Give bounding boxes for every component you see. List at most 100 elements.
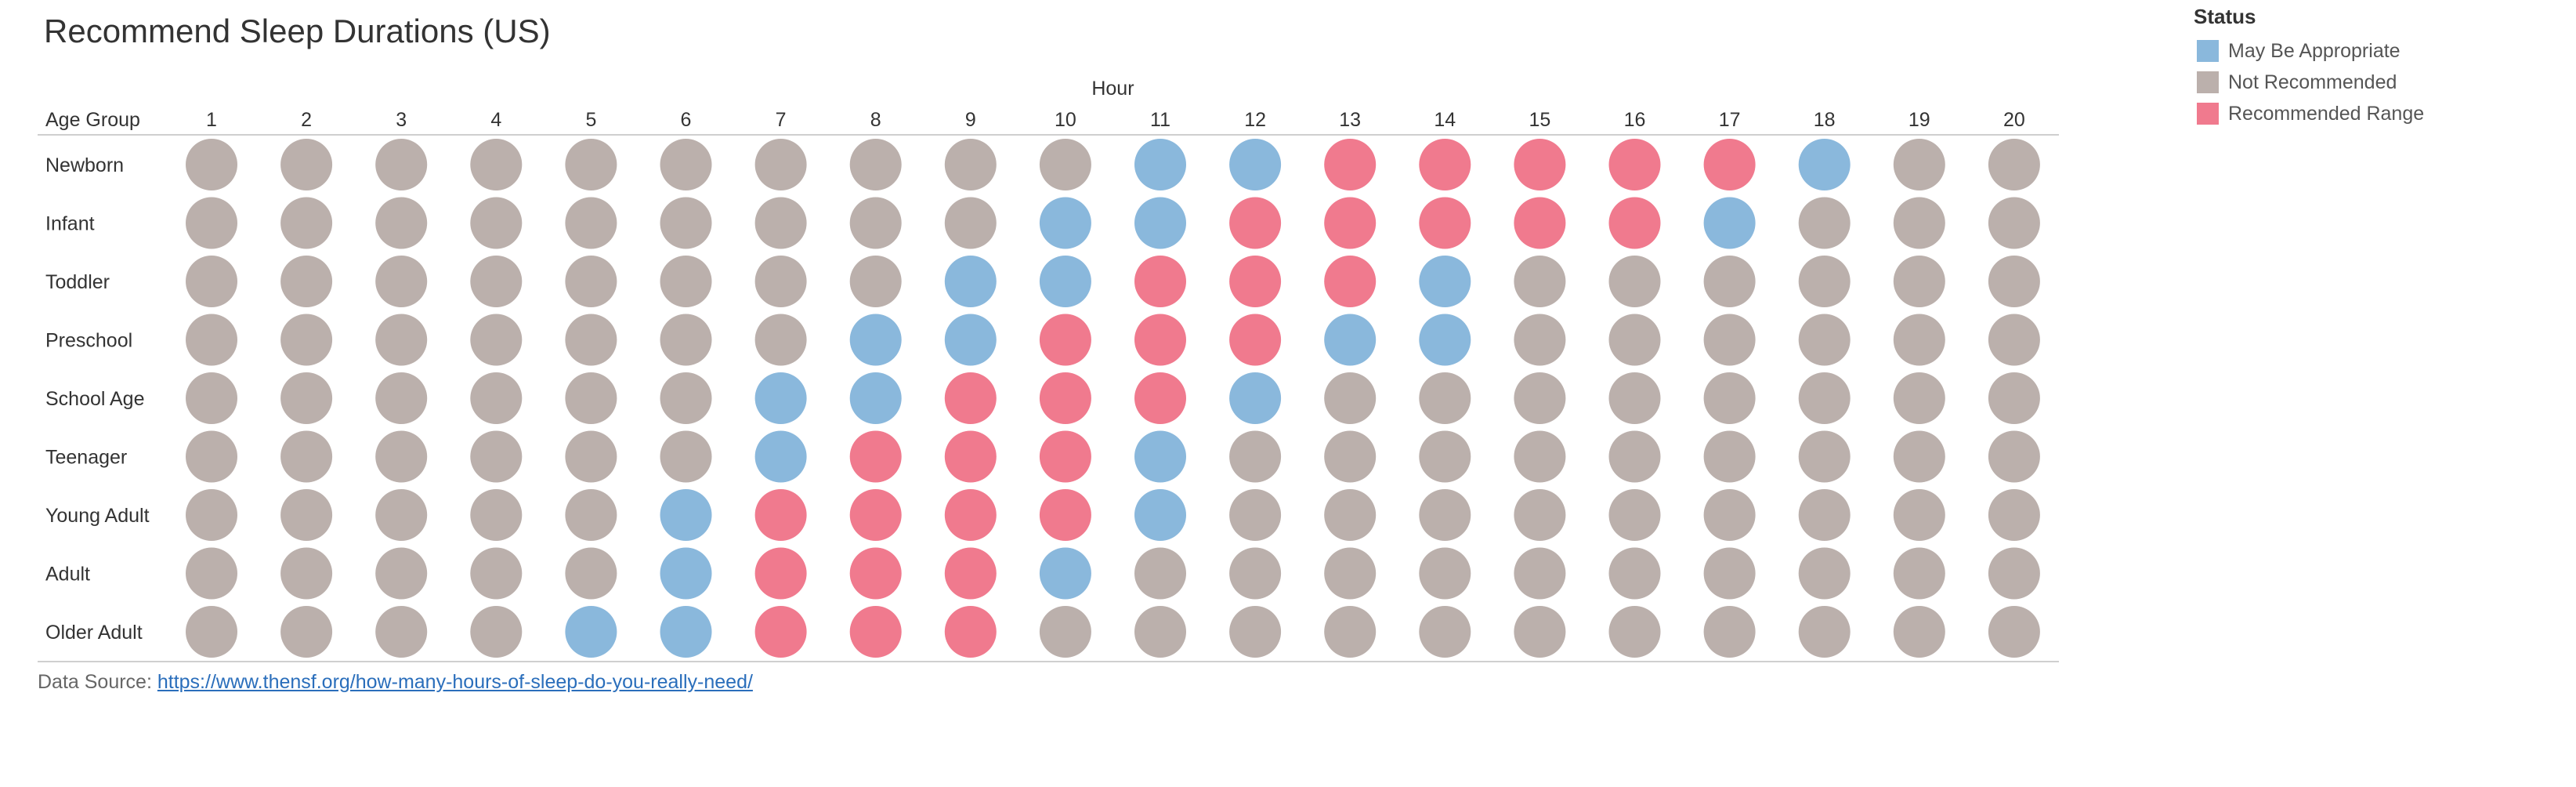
sleep-dot[interactable]: [375, 197, 428, 249]
sleep-dot[interactable]: [280, 139, 333, 190]
sleep-dot[interactable]: [1988, 197, 2040, 249]
sleep-dot[interactable]: [1893, 139, 1945, 190]
sleep-dot[interactable]: [375, 139, 428, 190]
data-source-link[interactable]: https://www.thensf.org/how-many-hours-of…: [157, 671, 753, 693]
sleep-dot[interactable]: [944, 489, 997, 541]
sleep-dot[interactable]: [849, 197, 902, 249]
sleep-dot[interactable]: [1229, 547, 1282, 600]
sleep-dot[interactable]: [1324, 197, 1377, 249]
sleep-dot[interactable]: [1988, 489, 2040, 541]
sleep-dot[interactable]: [1514, 197, 1566, 249]
sleep-dot[interactable]: [1419, 606, 1471, 658]
sleep-dot[interactable]: [1703, 430, 1756, 483]
sleep-dot[interactable]: [1419, 314, 1471, 366]
sleep-dot[interactable]: [1608, 197, 1661, 249]
legend-item-recommended-range[interactable]: Recommended Range: [2194, 98, 2424, 129]
sleep-dot[interactable]: [470, 314, 523, 366]
sleep-dot[interactable]: [375, 256, 428, 307]
sleep-dot[interactable]: [1703, 606, 1756, 658]
sleep-dot[interactable]: [280, 430, 333, 483]
sleep-dot[interactable]: [186, 489, 237, 541]
sleep-dot[interactable]: [565, 314, 617, 366]
sleep-dot[interactable]: [944, 139, 997, 190]
sleep-dot[interactable]: [1229, 372, 1282, 424]
sleep-dot[interactable]: [1988, 314, 2040, 366]
sleep-dot[interactable]: [1324, 314, 1377, 366]
sleep-dot[interactable]: [1514, 139, 1566, 190]
sleep-dot[interactable]: [1229, 197, 1282, 249]
sleep-dot[interactable]: [1608, 430, 1661, 483]
sleep-dot[interactable]: [1419, 256, 1471, 307]
sleep-dot[interactable]: [849, 489, 902, 541]
sleep-dot[interactable]: [1419, 489, 1471, 541]
sleep-dot[interactable]: [1893, 372, 1945, 424]
sleep-dot[interactable]: [470, 606, 523, 658]
sleep-dot[interactable]: [1134, 256, 1186, 307]
sleep-dot[interactable]: [1419, 547, 1471, 600]
sleep-dot[interactable]: [1324, 547, 1377, 600]
sleep-dot[interactable]: [1608, 489, 1661, 541]
sleep-dot[interactable]: [1798, 547, 1851, 600]
sleep-dot[interactable]: [1988, 372, 2040, 424]
sleep-dot[interactable]: [470, 489, 523, 541]
sleep-dot[interactable]: [470, 139, 523, 190]
sleep-dot[interactable]: [375, 606, 428, 658]
sleep-dot[interactable]: [1798, 430, 1851, 483]
sleep-dot[interactable]: [1514, 489, 1566, 541]
sleep-dot[interactable]: [470, 197, 523, 249]
sleep-dot[interactable]: [1703, 314, 1756, 366]
sleep-dot[interactable]: [944, 372, 997, 424]
sleep-dot[interactable]: [186, 372, 237, 424]
sleep-dot[interactable]: [565, 547, 617, 600]
sleep-dot[interactable]: [1988, 256, 2040, 307]
sleep-dot[interactable]: [660, 606, 712, 658]
sleep-dot[interactable]: [1324, 256, 1377, 307]
sleep-dot[interactable]: [1988, 139, 2040, 190]
sleep-dot[interactable]: [1988, 430, 2040, 483]
sleep-dot[interactable]: [1419, 139, 1471, 190]
sleep-dot[interactable]: [1324, 372, 1377, 424]
sleep-dot[interactable]: [1039, 139, 1091, 190]
sleep-dot[interactable]: [1039, 430, 1091, 483]
sleep-dot[interactable]: [1608, 606, 1661, 658]
sleep-dot[interactable]: [565, 372, 617, 424]
sleep-dot[interactable]: [1798, 197, 1851, 249]
sleep-dot[interactable]: [280, 197, 333, 249]
sleep-dot[interactable]: [1039, 256, 1091, 307]
sleep-dot[interactable]: [944, 430, 997, 483]
sleep-dot[interactable]: [1324, 430, 1377, 483]
sleep-dot[interactable]: [186, 256, 237, 307]
sleep-dot[interactable]: [1039, 197, 1091, 249]
sleep-dot[interactable]: [1608, 139, 1661, 190]
legend-item-not-recommended[interactable]: Not Recommended: [2194, 67, 2424, 98]
sleep-dot[interactable]: [660, 430, 712, 483]
sleep-dot[interactable]: [944, 256, 997, 307]
sleep-dot[interactable]: [1608, 314, 1661, 366]
sleep-dot[interactable]: [754, 489, 807, 541]
sleep-dot[interactable]: [1798, 489, 1851, 541]
sleep-dot[interactable]: [565, 256, 617, 307]
sleep-dot[interactable]: [1419, 430, 1471, 483]
sleep-dot[interactable]: [754, 430, 807, 483]
sleep-dot[interactable]: [1039, 314, 1091, 366]
sleep-dot[interactable]: [660, 314, 712, 366]
sleep-dot[interactable]: [1514, 606, 1566, 658]
sleep-dot[interactable]: [280, 372, 333, 424]
sleep-dot[interactable]: [470, 430, 523, 483]
sleep-dot[interactable]: [1134, 547, 1186, 600]
sleep-dot[interactable]: [754, 139, 807, 190]
sleep-dot[interactable]: [565, 606, 617, 658]
sleep-dot[interactable]: [944, 314, 997, 366]
sleep-dot[interactable]: [754, 606, 807, 658]
sleep-dot[interactable]: [754, 372, 807, 424]
sleep-dot[interactable]: [1134, 489, 1186, 541]
sleep-dot[interactable]: [754, 547, 807, 600]
sleep-dot[interactable]: [565, 197, 617, 249]
sleep-dot[interactable]: [375, 489, 428, 541]
sleep-dot[interactable]: [944, 547, 997, 600]
sleep-dot[interactable]: [849, 256, 902, 307]
sleep-dot[interactable]: [1703, 139, 1756, 190]
sleep-dot[interactable]: [1514, 256, 1566, 307]
sleep-dot[interactable]: [1703, 197, 1756, 249]
sleep-dot[interactable]: [1608, 547, 1661, 600]
